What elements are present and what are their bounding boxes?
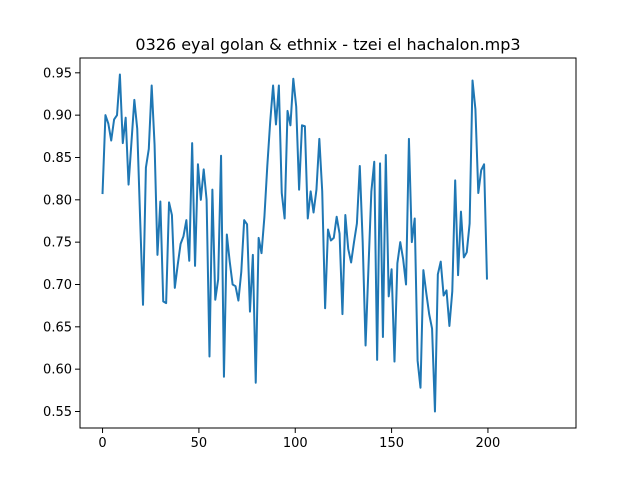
x-axis: 0 50 100 150 200: [98, 428, 500, 451]
x-tick-label: 50: [191, 436, 208, 451]
y-tick-label: 0.80: [43, 193, 72, 208]
x-tick-label: 150: [379, 436, 404, 451]
y-tick-label: 0.60: [43, 363, 72, 378]
x-tick-label: 0: [98, 436, 106, 451]
y-tick-label: 0.75: [43, 236, 72, 251]
y-tick-label: 0.95: [43, 66, 72, 81]
y-tick-label: 0.70: [43, 278, 72, 293]
series-layer: [101, 73, 488, 413]
series-line-0: [101, 73, 488, 413]
x-tick-label: 200: [476, 436, 501, 451]
y-tick-label: 0.90: [43, 109, 72, 124]
y-axis: 0.55 0.60 0.65 0.70 0.75 0.80 0.85 0.90 0.95: [43, 66, 80, 420]
x-tick-label: 100: [283, 436, 308, 451]
y-tick-label: 0.55: [43, 405, 72, 420]
y-tick-label: 0.65: [43, 320, 72, 335]
y-tick-label: 0.85: [43, 151, 72, 166]
chart-title: 0326 eyal golan & ethnix - tzei el hacha…: [135, 35, 520, 54]
plot-frame: [79, 57, 577, 429]
